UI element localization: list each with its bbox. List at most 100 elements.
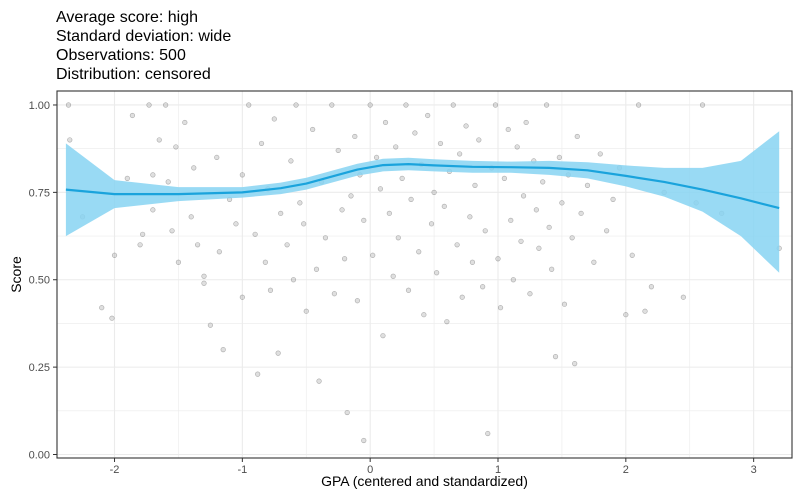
scatter-points	[65, 102, 782, 444]
y-tick-label: 1.00	[29, 100, 50, 112]
data-point	[290, 277, 297, 283]
data-point	[501, 175, 507, 181]
data-point	[214, 154, 220, 161]
y-tick-label: 0.50	[29, 275, 50, 287]
data-point	[146, 102, 152, 108]
data-point	[549, 266, 555, 272]
data-point	[150, 207, 156, 213]
data-point	[329, 102, 335, 108]
data-point	[278, 210, 284, 216]
data-point	[680, 294, 686, 300]
data-point	[271, 116, 277, 122]
data-point	[408, 196, 414, 202]
data-point	[386, 210, 392, 216]
data-point	[111, 252, 118, 258]
chart-title: Average score: high Standard deviation: …	[56, 9, 231, 83]
data-point	[518, 238, 524, 244]
data-point	[629, 252, 635, 258]
data-point	[480, 284, 486, 290]
confidence-band	[65, 131, 780, 273]
x-axis-ticks: -2 -1 0 1 2 3	[110, 458, 757, 476]
data-point	[99, 305, 105, 311]
data-point	[395, 235, 401, 241]
data-point	[275, 350, 281, 356]
x-tick-label: -2	[110, 464, 120, 476]
data-point	[348, 193, 354, 199]
title-line-4: Distribution: censored	[56, 66, 211, 83]
data-point	[156, 137, 162, 143]
data-point	[233, 221, 239, 227]
data-point	[255, 371, 261, 377]
data-point	[540, 179, 546, 185]
data-point	[416, 249, 422, 255]
data-point	[569, 235, 575, 241]
data-point	[561, 301, 568, 307]
data-point	[370, 252, 376, 258]
data-point	[444, 319, 450, 325]
data-point	[310, 126, 316, 133]
data-point	[129, 112, 136, 119]
data-point	[510, 277, 516, 283]
data-point	[441, 203, 447, 209]
data-point	[485, 430, 491, 437]
data-point	[514, 144, 520, 150]
title-line-3: Observations: 500	[56, 47, 186, 64]
confidence-band-layer	[65, 131, 780, 273]
data-point	[382, 119, 389, 126]
data-point	[642, 308, 648, 314]
data-point	[316, 378, 322, 384]
data-point	[288, 158, 294, 164]
data-point	[463, 123, 469, 129]
data-point	[556, 154, 562, 161]
x-tick-label: 1	[495, 464, 501, 476]
smooth-line	[65, 163, 780, 210]
data-point	[405, 287, 412, 293]
data-point	[472, 182, 478, 188]
data-point	[342, 256, 348, 262]
data-point	[169, 228, 175, 234]
data-point	[191, 165, 197, 171]
x-tick-label: 0	[367, 464, 373, 476]
data-point	[380, 333, 386, 339]
panel-border	[56, 90, 793, 459]
data-point	[476, 137, 482, 143]
data-point	[523, 119, 529, 126]
data-point	[173, 144, 179, 150]
data-point	[536, 245, 542, 251]
data-point	[65, 102, 72, 108]
data-point	[267, 287, 274, 293]
data-point	[195, 242, 201, 248]
data-point	[246, 102, 252, 108]
data-point	[150, 172, 156, 178]
data-point	[163, 102, 169, 108]
data-point	[431, 189, 437, 195]
data-point	[412, 130, 418, 136]
data-point	[623, 312, 629, 318]
data-point	[175, 259, 182, 265]
data-point	[552, 354, 559, 360]
smooth-line-layer	[65, 163, 780, 210]
data-point	[505, 126, 511, 133]
data-point	[207, 322, 213, 328]
y-tick-label: 0.00	[29, 450, 50, 462]
data-point	[239, 172, 245, 178]
data-point	[373, 154, 380, 161]
data-point	[610, 196, 616, 202]
data-point	[361, 437, 367, 444]
data-point	[331, 291, 337, 297]
data-point	[437, 140, 444, 147]
data-point	[377, 186, 384, 192]
data-point	[165, 179, 171, 185]
data-point	[543, 102, 550, 108]
data-point	[124, 175, 130, 181]
data-point	[284, 242, 290, 248]
data-point	[252, 231, 258, 237]
x-tick-label: 3	[751, 464, 757, 476]
data-point	[497, 305, 504, 311]
data-point	[559, 200, 565, 206]
data-point	[492, 102, 499, 108]
y-tick-label: 0.75	[29, 187, 50, 199]
data-point	[467, 214, 473, 220]
data-point	[482, 228, 488, 234]
data-point	[140, 231, 146, 237]
